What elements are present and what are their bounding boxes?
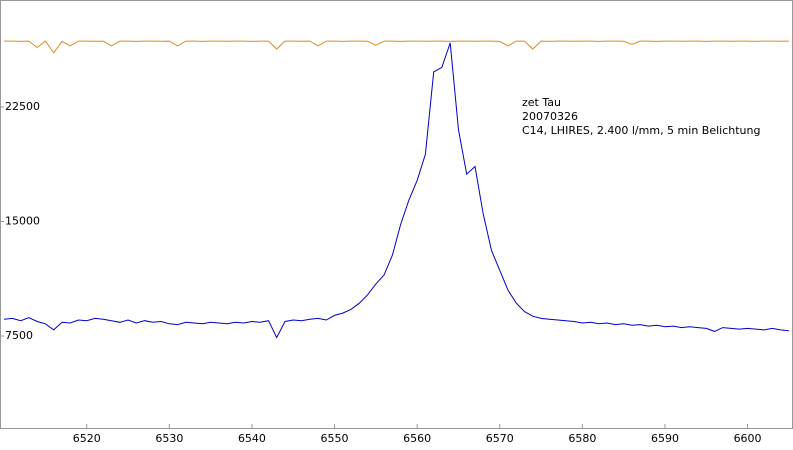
- x-tick-label: 6600: [734, 432, 762, 445]
- x-tick-label: 6570: [486, 432, 514, 445]
- x-tick-label: 6590: [651, 432, 679, 445]
- y-tick-label: 15000: [5, 215, 40, 228]
- annotation: zet Tau: [522, 96, 561, 109]
- x-tick-label: 6550: [321, 432, 349, 445]
- x-tick-label: 6530: [155, 432, 183, 445]
- x-tick-label: 6540: [238, 432, 266, 445]
- x-tick-label: 6580: [568, 432, 596, 445]
- series-line: [4, 40, 789, 54]
- plot-frame: [0, 0, 793, 429]
- x-tick-label: 6560: [403, 432, 431, 445]
- x-tick-label: 6520: [73, 432, 101, 445]
- series-line: [4, 42, 789, 339]
- y-tick-label: 7500: [5, 329, 33, 342]
- y-tick-label: 22500: [5, 100, 40, 113]
- annotation: C14, LHIRES, 2.400 l/mm, 5 min Belichtun…: [522, 124, 760, 137]
- annotation: 20070326: [522, 110, 578, 123]
